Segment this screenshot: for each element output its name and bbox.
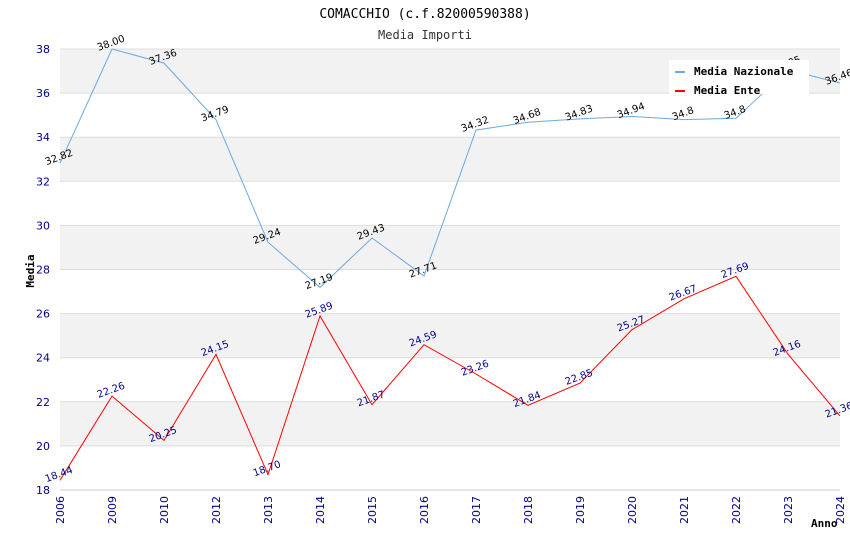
- background-bands: [60, 49, 840, 490]
- x-tick-label: 2018: [522, 496, 535, 524]
- background-band: [60, 357, 840, 402]
- chart-title: COMACCHIO (c.f.82000590388): [319, 7, 530, 22]
- y-tick-label: 28: [36, 264, 50, 277]
- x-tick-label: 2014: [314, 496, 327, 524]
- background-band: [60, 313, 840, 358]
- y-tick-label: 36: [36, 87, 50, 100]
- chart-subtitle: Media Importi: [378, 28, 472, 42]
- y-tick-label: 30: [36, 219, 50, 232]
- x-tick-label: 2015: [366, 496, 379, 524]
- x-tick-label: 2006: [54, 496, 67, 524]
- x-tick-label: 2013: [262, 496, 275, 524]
- y-tick-label: 38: [36, 43, 50, 56]
- background-band: [60, 137, 840, 182]
- series-lines: [59, 48, 841, 481]
- x-tick-label: 2012: [210, 496, 223, 524]
- y-tick-label: 26: [36, 308, 50, 321]
- x-axis-label: Anno: [811, 517, 838, 530]
- y-tick-label: 32: [36, 175, 50, 188]
- y-tick-label: 20: [36, 440, 50, 453]
- legend-label-media-ente: Media Ente: [694, 84, 761, 97]
- background-band: [60, 401, 840, 446]
- y-axis-ticks: 18 20 22 24 26 28 30 32 34 36 38: [36, 43, 50, 497]
- background-band: [60, 93, 840, 138]
- x-tick-label: 2017: [470, 496, 483, 524]
- legend-box: [669, 60, 809, 94]
- x-tick-label: 2009: [106, 496, 119, 524]
- legend-label-media-nazionale: Media Nazionale: [694, 65, 794, 78]
- x-tick-label: 2016: [418, 496, 431, 524]
- series-line-media-nazionale: [59, 48, 841, 289]
- background-band: [60, 225, 840, 270]
- y-tick-label: 22: [36, 396, 50, 409]
- x-tick-label: 2019: [574, 496, 587, 524]
- x-tick-label: 2021: [678, 496, 691, 524]
- y-tick-label: 24: [36, 352, 50, 365]
- y-tick-label: 18: [36, 484, 50, 497]
- y-axis-label: Media: [24, 254, 37, 287]
- background-band: [60, 269, 840, 314]
- legend: Media Nazionale Media Ente: [669, 60, 809, 97]
- x-tick-label: 2010: [158, 496, 171, 524]
- x-tick-label: 2022: [730, 496, 743, 524]
- series-line-media-ente: [59, 275, 841, 481]
- x-axis-ticks: 2006 2009 2010 2012 2013 2014 2015 2016 2017 2018…: [54, 496, 847, 524]
- background-band: [60, 445, 840, 490]
- y-tick-label: 34: [36, 131, 50, 144]
- x-tick-label: 2020: [626, 496, 639, 524]
- x-tick-label: 2024: [834, 496, 847, 524]
- x-tick-label: 2023: [782, 496, 795, 524]
